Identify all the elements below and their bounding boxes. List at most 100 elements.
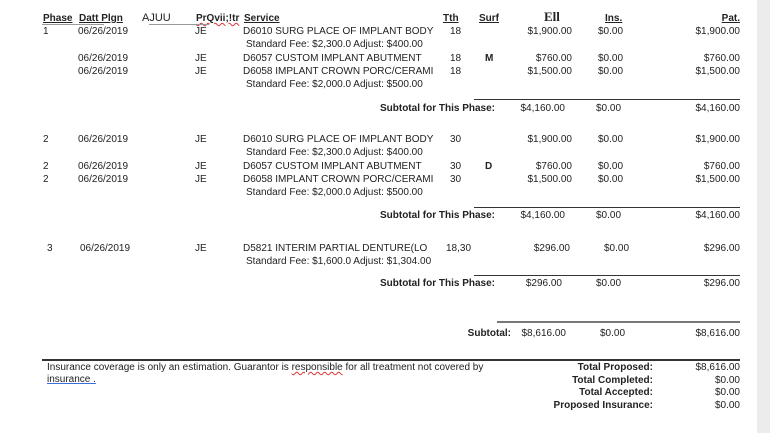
phase-subtotal-insurance: $0.00 (596, 278, 622, 289)
phase-subtotal-label: Subtotal for This Phase: (379, 210, 495, 221)
header-date: Datt Plgn (79, 13, 123, 24)
service-cell: D6058 IMPLANT CROWN PORC/CERAMI (243, 174, 434, 185)
phase-subtotal-label: Subtotal for This Phase: (379, 103, 495, 114)
disclaimer-text: insurance . (47, 374, 96, 385)
provider-cell: JE (195, 243, 207, 254)
patient-cell: $1,900.00 (695, 134, 741, 145)
insurance-cell: $0.00 (598, 66, 624, 77)
disclaimer-text: for all treatment not covered by (342, 362, 484, 373)
phase-subtotal-insurance: $0.00 (596, 210, 622, 221)
phase-subtotal-patient: $4,160.00 (695, 210, 741, 221)
insurance-cell: $0.00 (598, 134, 624, 145)
patient-cell: $1,500.00 (695, 66, 741, 77)
phase-subtotal-fee: $4,160.00 (520, 210, 566, 221)
total-value: $0.00 (714, 387, 740, 398)
fee-note: Standard Fee: $2,000.0 Adjust: $500.00 (246, 187, 423, 198)
fee-cell: $1,500.00 (527, 174, 573, 185)
date-cell: 06/26/2019 (78, 53, 129, 64)
patient-cell: $760.00 (703, 161, 740, 172)
date-cell: 06/26/2019 (78, 161, 129, 172)
phase-subtotal-patient: $4,160.00 (695, 103, 741, 114)
date-cell: 06/26/2019 (78, 26, 129, 37)
phase-cell: 2 (43, 161, 49, 172)
tooth-cell: 18,30 (446, 243, 472, 254)
phase-subtotal-fee: $4,160.00 (520, 103, 566, 114)
header-provider: PrQvii;!tr (196, 13, 240, 24)
patient-cell: $1,500.00 (695, 174, 741, 185)
grand-subtotal-patient: $8,616.00 (695, 328, 741, 339)
insurance-cell: $0.00 (598, 53, 624, 64)
phase-subtotal-label: Subtotal for This Phase: (379, 278, 495, 289)
disclaimer: Insurance coverage is only an estimation… (47, 362, 483, 374)
insurance-cell: $0.00 (598, 161, 624, 172)
phase-subtotal-patient: $296.00 (703, 278, 740, 289)
phase-cell: 1 (43, 26, 49, 37)
fee-cell: $760.00 (535, 161, 572, 172)
provider-cell: JE (195, 174, 207, 185)
date-cell: 06/26/2019 (78, 174, 129, 185)
subtotal-divider (474, 99, 740, 100)
service-cell: D6010 SURG PLACE OF IMPLANT BODY (243, 134, 434, 145)
disclaimer-text: responsible (291, 362, 343, 373)
fee-cell: $1,500.00 (527, 66, 573, 77)
service-cell: D6058 IMPLANT CROWN PORC/CERAMI (243, 66, 434, 77)
phase-cell: 2 (43, 174, 49, 185)
total-value: $0.00 (714, 399, 740, 411)
tooth-cell: 18 (450, 26, 462, 37)
total-label: Proposed Insurance: (553, 399, 653, 411)
scrollbar[interactable] (757, 0, 770, 433)
provider-cell: JE (195, 66, 207, 77)
patient-cell: $1,900.00 (695, 26, 741, 37)
total-label: Total Proposed: (577, 362, 653, 373)
insurance-cell: $0.00 (604, 243, 630, 254)
total-label: Total Accepted: (579, 387, 653, 398)
service-cell: D6010 SURG PLACE OF IMPLANT BODY (243, 26, 434, 37)
patient-cell: $296.00 (703, 243, 740, 254)
total-label: Total Completed: (572, 374, 653, 386)
header-fee: Ell (544, 9, 560, 24)
fee-cell: $760.00 (535, 53, 572, 64)
provider-cell: JE (195, 134, 207, 145)
phase-cell: 2 (43, 134, 49, 145)
disclaimer-text: Insurance coverage is only an estimation… (47, 362, 292, 373)
service-cell: D6057 CUSTOM IMPLANT ABUTMENT (243, 53, 422, 64)
grand-subtotal-insurance: $0.00 (600, 328, 626, 339)
service-cell: D6057 CUSTOM IMPLANT ABUTMENT (243, 161, 422, 172)
header-surface: Surf (479, 13, 499, 24)
header-ajuu: AJUU (142, 12, 171, 24)
tooth-cell: 18 (450, 53, 462, 64)
tooth-cell: 30 (450, 161, 462, 172)
insurance-cell: $0.00 (598, 26, 624, 37)
date-cell: 06/26/2019 (78, 66, 129, 77)
patient-cell: $760.00 (703, 53, 740, 64)
provider-cell: JE (195, 26, 207, 37)
phase-subtotal-insurance: $0.00 (596, 103, 622, 114)
fee-note: Standard Fee: $2,300.0 Adjust: $400.00 (246, 147, 423, 158)
service-cell: D5821 INTERIM PARTIAL DENTURE(LO (243, 243, 428, 254)
surface-cell: D (485, 161, 493, 172)
surface-cell: M (485, 53, 494, 64)
tooth-cell: 30 (450, 134, 462, 145)
grand-subtotal-fee: $8,616.00 (521, 328, 567, 339)
fee-cell: $296.00 (533, 243, 570, 254)
tooth-cell: 18 (450, 66, 462, 77)
tooth-cell: 30 (450, 174, 462, 185)
fee-note: Standard Fee: $1,600.0 Adjust: $1,304.00 (246, 256, 432, 267)
subtotal-divider (474, 275, 740, 276)
date-cell: 06/26/2019 (78, 134, 129, 145)
provider-cell: JE (195, 53, 207, 64)
date-cell: 06/26/2019 (80, 243, 131, 254)
fee-cell: $1,900.00 (527, 26, 573, 37)
phase-cell: 3 (47, 243, 53, 254)
header-phase: Phase (43, 13, 73, 24)
header-tooth: Tth (443, 13, 459, 24)
header-underline (149, 24, 209, 25)
header-patient: Pat. (721, 13, 740, 24)
grand-subtotal-label: Subtotal: (467, 328, 511, 339)
header-underline (42, 24, 104, 25)
provider-cell: JE (195, 161, 207, 172)
phase-subtotal-fee: $296.00 (525, 278, 562, 289)
subtotal-divider (474, 207, 740, 208)
header-service: Service (244, 13, 280, 24)
header-insurance: Ins. (605, 13, 623, 24)
